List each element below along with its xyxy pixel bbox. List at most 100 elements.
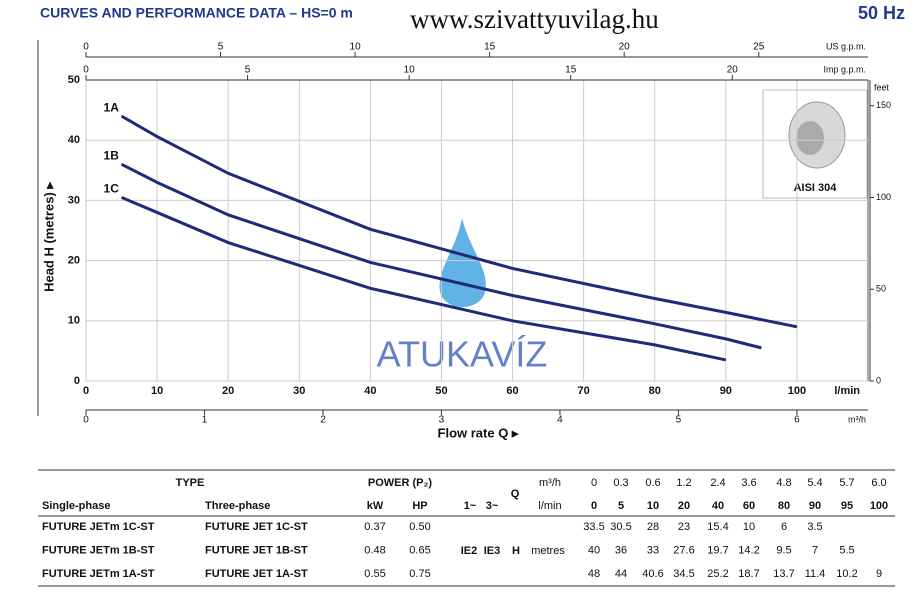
x-tick-label: 40 bbox=[364, 385, 376, 397]
table-cell: 1.2 bbox=[676, 477, 691, 489]
secondary-tick-label: 0 bbox=[83, 42, 89, 53]
secondary-axis-label: Imp g.p.m. bbox=[823, 64, 866, 74]
right-tick-label: 100 bbox=[876, 192, 891, 202]
table-cell: 23 bbox=[678, 521, 690, 533]
curve bbox=[120, 162, 762, 350]
curve bbox=[120, 114, 798, 329]
table-cell: 0.55 bbox=[364, 568, 385, 580]
x-tick-label: 90 bbox=[720, 385, 732, 397]
table-cell: 33.5 bbox=[583, 521, 604, 533]
table-cell: 9 bbox=[876, 568, 882, 580]
x-tick-label: 60 bbox=[506, 385, 518, 397]
series-label: 1C bbox=[104, 182, 120, 196]
secondary-axis-label: m³/h bbox=[848, 414, 866, 424]
table-head: kW bbox=[367, 500, 384, 512]
series-label: 1B bbox=[104, 148, 120, 162]
y-axis-label: Head H (metres) ▸ bbox=[41, 181, 56, 292]
site: www.szivattyuvilag.hu bbox=[410, 4, 659, 34]
table-cell: 6.0 bbox=[871, 477, 886, 489]
table-cell: 0 bbox=[591, 477, 597, 489]
frequency: 50 Hz bbox=[858, 3, 905, 23]
table-cell: 3.6 bbox=[741, 477, 756, 489]
secondary-tick-label: 1 bbox=[202, 415, 208, 426]
table-cell: 5.4 bbox=[807, 477, 822, 489]
secondary-tick-label: 20 bbox=[727, 65, 739, 76]
table-head: Q bbox=[511, 488, 520, 500]
table-cell: 7 bbox=[812, 544, 818, 556]
secondary-axis-label: US g.p.m. bbox=[826, 41, 866, 51]
table-cell: 34.5 bbox=[673, 568, 694, 580]
y-tick-label: 0 bbox=[74, 375, 80, 387]
table-head: Single-phase bbox=[42, 500, 110, 512]
impeller-hub bbox=[796, 121, 824, 155]
table-cell: 0.65 bbox=[409, 544, 430, 556]
table-cell: 28 bbox=[647, 521, 659, 533]
y-tick-label: 50 bbox=[68, 74, 80, 86]
table-cell: 4.8 bbox=[776, 477, 791, 489]
table-cell: 36 bbox=[615, 544, 627, 556]
table-cell: 40.6 bbox=[642, 568, 663, 580]
table-cell: 0.3 bbox=[613, 477, 628, 489]
table-cell: 48 bbox=[588, 568, 600, 580]
table-cell: 15.4 bbox=[707, 521, 728, 533]
table-cell: 100 bbox=[870, 500, 888, 512]
right-tick-label: 0 bbox=[876, 375, 881, 385]
table-cell: 5.5 bbox=[839, 544, 854, 556]
table-cell: 0.6 bbox=[645, 477, 660, 489]
table-head: m³/h bbox=[539, 477, 561, 489]
table-cell: FUTURE JETm 1B-ST bbox=[42, 544, 155, 556]
table-cell: 10.2 bbox=[836, 568, 857, 580]
table-cell: 44 bbox=[615, 568, 627, 580]
x-tick-label: 0 bbox=[83, 385, 89, 397]
secondary-tick-label: 0 bbox=[83, 65, 89, 76]
secondary-tick-label: 5 bbox=[218, 42, 224, 53]
table-cell: 60 bbox=[743, 500, 755, 512]
table-cell: 10 bbox=[647, 500, 659, 512]
table-cell: IE2 bbox=[461, 545, 478, 557]
table-head: POWER (P₂) bbox=[368, 477, 433, 489]
table-cell: 13.7 bbox=[773, 568, 794, 580]
table-cell: 80 bbox=[778, 500, 790, 512]
table-head: 1~ bbox=[464, 500, 477, 512]
table-cell: 11.4 bbox=[805, 568, 826, 580]
watermark: ATUKAVÍZ bbox=[377, 334, 548, 375]
table-cell: FUTURE JET 1B-ST bbox=[205, 544, 308, 556]
x-tick-label: 50 bbox=[435, 385, 447, 397]
series-label: 1A bbox=[104, 100, 120, 114]
table-cell: IE3 bbox=[484, 545, 501, 557]
table-cell: 20 bbox=[678, 500, 690, 512]
table-cell: 25.2 bbox=[707, 568, 728, 580]
y-tick-label: 10 bbox=[68, 315, 80, 327]
table-cell: 0.50 bbox=[409, 521, 430, 533]
secondary-tick-label: 20 bbox=[619, 42, 631, 53]
secondary-tick-label: 10 bbox=[350, 42, 362, 53]
y-tick-label: 20 bbox=[68, 255, 80, 267]
inset-caption: AISI 304 bbox=[794, 182, 838, 194]
table-cell: 2.4 bbox=[710, 477, 725, 489]
table-cell: 18.7 bbox=[738, 568, 759, 580]
table-cell: 14.2 bbox=[738, 544, 759, 556]
x-tick-label: 30 bbox=[293, 385, 305, 397]
secondary-tick-label: 10 bbox=[404, 65, 416, 76]
table-cell: 3.5 bbox=[807, 521, 822, 533]
right-tick-label: 50 bbox=[876, 284, 886, 294]
table-cell: 6 bbox=[781, 521, 787, 533]
x-tick-label: 20 bbox=[222, 385, 234, 397]
table-cell: 10 bbox=[743, 521, 755, 533]
table-cell: FUTURE JET 1A-ST bbox=[205, 568, 308, 580]
table-cell: 27.6 bbox=[673, 544, 694, 556]
table-cell: 5 bbox=[618, 500, 624, 512]
y-tick-label: 40 bbox=[68, 134, 80, 146]
curve bbox=[120, 196, 727, 362]
table-cell: 9.5 bbox=[776, 544, 791, 556]
table-cell: metres bbox=[531, 545, 565, 557]
secondary-tick-label: 3 bbox=[439, 415, 445, 426]
x-tick-label: 100 bbox=[788, 385, 806, 397]
x-tick-label: 80 bbox=[649, 385, 661, 397]
table-cell: 40 bbox=[588, 544, 600, 556]
table-head: l/min bbox=[538, 500, 561, 512]
table-cell: FUTURE JETm 1C-ST bbox=[42, 521, 155, 533]
secondary-tick-label: 2 bbox=[320, 415, 326, 426]
table-head: TYPE bbox=[176, 477, 205, 489]
